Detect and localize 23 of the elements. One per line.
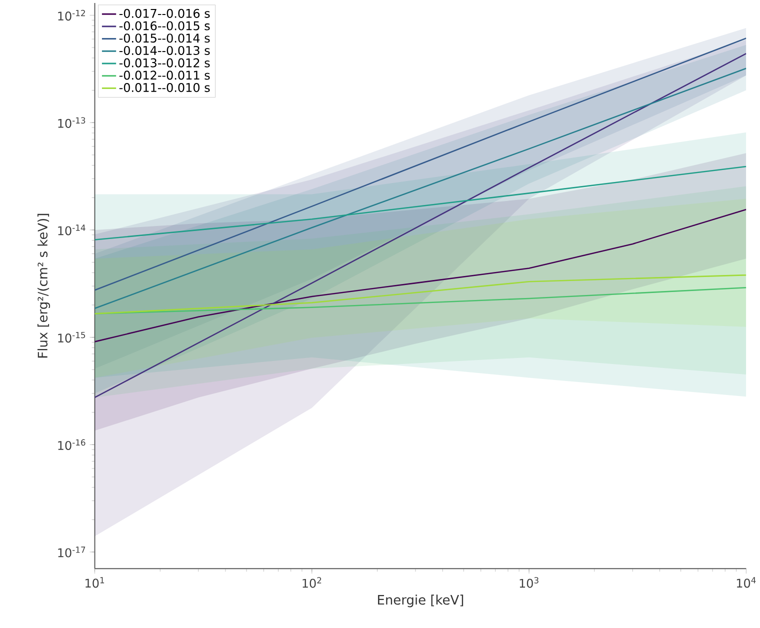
y-tick-label: 10$^{-12}$ [58, 10, 85, 20]
y-tick-label: 10$^{-15}$ [58, 332, 86, 342]
legend-label: -0.012--0.011 s [119, 70, 210, 80]
y-tick-label: 10$^{-16}$ [58, 439, 86, 450]
legend-label: -0.014--0.013 s [119, 46, 210, 55]
y-axis-title: Flux [erg²/(cm² s keV)] [37, 214, 50, 358]
x-axis-title: Energie [keV] [378, 594, 464, 607]
line-series [94, 274, 746, 314]
y-tick-label: 10$^{-14}$ [58, 224, 86, 236]
x-tick-label: 10$^{4}$ [736, 576, 756, 588]
y-tick-label: 10$^{-17}$ [58, 546, 86, 558]
legend-label: -0.013--0.012 s [119, 58, 210, 68]
legend-label: -0.011--0.010 s [119, 82, 210, 92]
legend-label: -0.017--0.016 s [119, 8, 210, 18]
x-tick-label: 10$^{1}$ [86, 576, 104, 588]
legend-label: -0.016--0.015 s [119, 21, 210, 30]
line-series [94, 286, 746, 314]
line-series [94, 166, 746, 240]
legend-label: -0.015--0.014 s [119, 33, 210, 42]
y-tick-label: 10$^{-13}$ [58, 117, 86, 128]
x-tick-label: 10$^{2}$ [302, 576, 322, 588]
x-tick-label: 10$^{3}$ [520, 576, 538, 588]
line-series [94, 68, 746, 309]
